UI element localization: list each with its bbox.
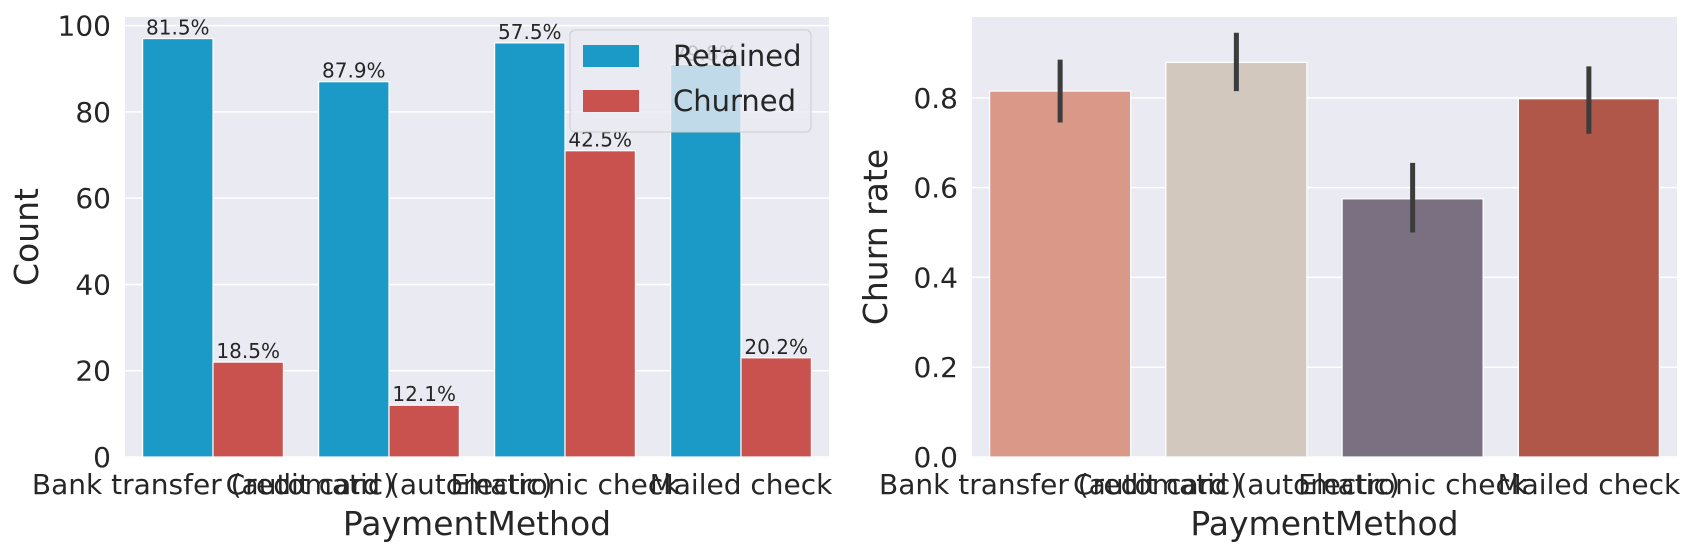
bar-value-label: 18.5%	[216, 339, 280, 363]
legend-swatch-retained	[583, 45, 639, 67]
bar-churn-rate	[989, 90, 1132, 458]
bar-churn-rate	[1165, 61, 1308, 458]
legend-label-retained: Retained	[673, 39, 802, 73]
x-axis-label-right: PaymentMethod	[1190, 504, 1458, 543]
bar-retained	[142, 37, 214, 458]
y-tick-label-right: 0.8	[913, 82, 958, 115]
x-tick-label-right: Credit card (automatic)	[1073, 468, 1400, 501]
bar-value-label: 57.5%	[498, 20, 562, 44]
bar-value-label: 12.1%	[392, 382, 456, 406]
y-tick-label-right: 0.4	[913, 261, 958, 294]
bar-churn-rate	[1341, 198, 1484, 458]
y-tick-label-left: 0	[93, 441, 111, 474]
x-tick-label-left: Electronic check	[451, 468, 681, 501]
y-tick-label-left: 20	[75, 355, 111, 388]
bar-retained	[318, 81, 390, 458]
y-tick-label-right: 0.0	[913, 441, 958, 474]
y-tick-label-left: 60	[75, 182, 111, 215]
y-axis-label-right: Churn rate	[856, 149, 895, 325]
legend-label-churned: Churned	[673, 84, 796, 118]
bar-churned	[212, 361, 285, 458]
bar-churn-rate	[1517, 98, 1660, 458]
x-tick-label-right: Mailed check	[1497, 468, 1681, 501]
y-tick-label-right: 0.6	[913, 172, 958, 205]
bar-churned	[564, 150, 637, 458]
bar-churned	[388, 404, 461, 458]
bar-value-label: 20.2%	[744, 335, 808, 359]
y-tick-label-left: 100	[58, 10, 111, 43]
x-tick-label-left: Credit card (automatic)	[226, 468, 553, 501]
y-tick-label-left: 40	[75, 268, 111, 301]
x-tick-label-left: Mailed check	[650, 468, 834, 501]
x-tick-label-right: Electronic check	[1298, 468, 1528, 501]
bar-value-label: 87.9%	[322, 59, 386, 83]
y-tick-label-right: 0.2	[913, 351, 958, 384]
y-axis-label-left: Count	[7, 188, 46, 286]
bar-churned	[740, 357, 813, 458]
legend-swatch-churned	[583, 90, 639, 112]
x-tick-label-right: Bank transfer (automatic)	[879, 468, 1241, 501]
bar-retained	[494, 42, 566, 458]
y-tick-label-left: 80	[75, 96, 111, 129]
x-tick-label-left: Bank transfer (automatic)	[32, 468, 394, 501]
x-axis-label-left: PaymentMethod	[343, 504, 611, 543]
bar-value-label: 81.5%	[146, 16, 210, 40]
